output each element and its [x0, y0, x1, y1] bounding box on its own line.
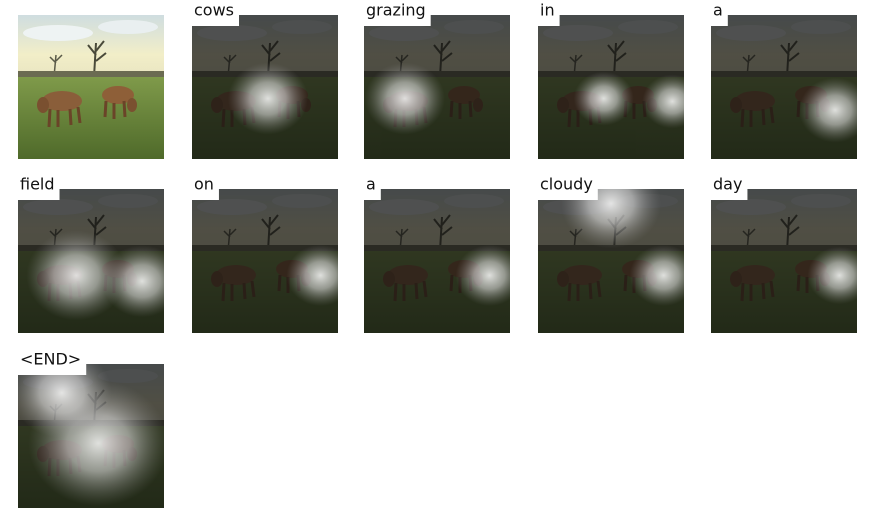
attention-tile: in — [537, 0, 684, 159]
attention-tile: <END> — [17, 349, 164, 508]
label-background — [363, 174, 381, 200]
word-label: in — [540, 1, 555, 20]
label-background — [710, 0, 728, 26]
word-label: cows — [194, 1, 234, 20]
label-background — [363, 0, 431, 26]
attention-image — [192, 15, 338, 159]
attention-blob — [18, 364, 112, 438]
attention-tile: cloudy — [537, 174, 684, 333]
attention-image — [711, 189, 857, 333]
attention-image — [18, 364, 164, 508]
attention-blob — [642, 74, 684, 129]
attention-image — [538, 189, 684, 333]
attention-blob — [455, 244, 510, 306]
attention-image — [364, 189, 510, 333]
word-label: grazing — [366, 1, 426, 20]
label-background — [17, 349, 87, 375]
attention-blob — [799, 77, 857, 143]
attention-tile: a — [363, 174, 510, 333]
word-label: field — [20, 175, 55, 194]
attention-tile: a — [710, 0, 857, 159]
label-background — [17, 174, 60, 200]
label-background — [191, 0, 240, 26]
label-background — [537, 0, 560, 26]
scene — [18, 15, 164, 159]
attention-blob — [561, 189, 661, 249]
word-label: day — [713, 175, 742, 194]
original-image — [18, 15, 164, 159]
attention-tile: grazing — [363, 0, 510, 159]
word-label: cloudy — [540, 175, 593, 194]
attention-blob — [807, 246, 857, 305]
word-label: a — [366, 175, 376, 194]
attention-image — [711, 15, 857, 159]
attention-blob — [227, 62, 308, 135]
attention-blob — [629, 244, 684, 306]
attention-blob — [286, 244, 338, 306]
label-background — [191, 174, 219, 200]
attention-image — [538, 15, 684, 159]
word-label: on — [194, 175, 214, 194]
attention-image — [18, 189, 164, 333]
tiles: cows grazing in a field on a cloudy day <END> — [17, 0, 857, 508]
attention-blob — [573, 71, 634, 126]
word-label: <END> — [20, 350, 81, 369]
attention-tile: cows — [191, 0, 338, 159]
attention-tile: field — [17, 174, 164, 333]
attention-tile: on — [191, 174, 338, 333]
word-label: a — [713, 1, 723, 20]
attention-blob — [364, 62, 445, 135]
attention-blob — [26, 230, 127, 321]
label-background — [537, 174, 598, 200]
attention-tile: day — [710, 174, 857, 333]
attention-image — [364, 15, 510, 159]
attention-image — [192, 189, 338, 333]
label-background — [710, 174, 748, 200]
